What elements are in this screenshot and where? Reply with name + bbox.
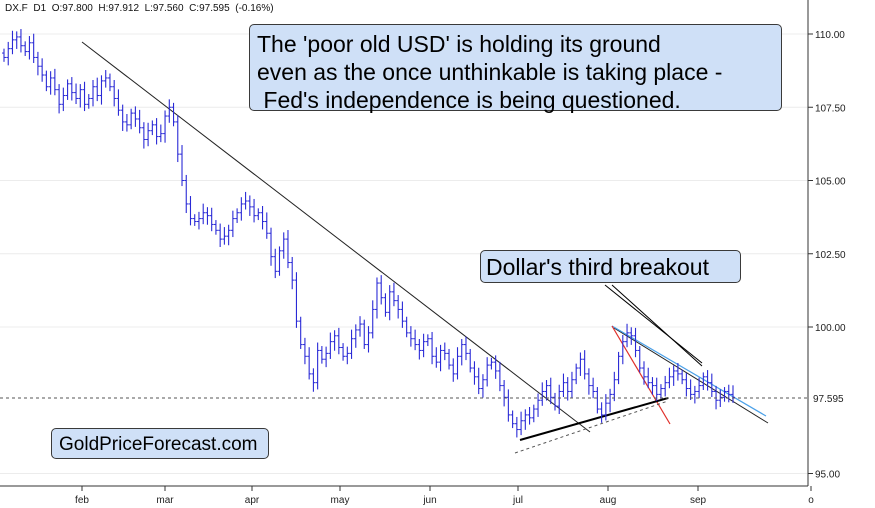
y-tick-label: 105.00 xyxy=(815,177,846,188)
callout-pointer-2 xyxy=(604,284,703,364)
headline-line-3: Fed's independence is being questioned. xyxy=(257,87,681,113)
major-downtrend-line xyxy=(81,41,591,433)
x-tick-label: feb xyxy=(75,495,89,506)
y-tick-label: 107.50 xyxy=(815,103,846,114)
x-tick-label: jun xyxy=(422,495,436,506)
brand-callout: GoldPriceForecast.com xyxy=(51,428,269,459)
close-value: C:97.595 xyxy=(189,3,230,14)
x-tick-label: aug xyxy=(600,495,617,506)
x-tick-label: sep xyxy=(690,495,707,506)
symbol: DX.F xyxy=(5,3,28,14)
y-tick-label: 100.00 xyxy=(815,323,846,334)
x-tick-label: mar xyxy=(156,495,174,506)
change-value: (-0.16%) xyxy=(235,3,274,14)
x-tick-label: may xyxy=(331,495,350,506)
headline-callout: The 'poor old USD' is holding its ground… xyxy=(249,24,782,113)
headline-line-1: The 'poor old USD' is holding its ground xyxy=(257,31,661,57)
last-price-label: 97.595 xyxy=(813,394,844,405)
minor-downtrend-line xyxy=(613,327,769,424)
dashed-support-line xyxy=(514,400,669,454)
x-tick-label: apr xyxy=(245,495,260,506)
last-price-marker xyxy=(810,391,850,405)
x-axis-ticks: feb mar apr may jun jul aug sep o xyxy=(75,486,814,506)
symbol-header: DX.F D1 O:97.800 H:97.912 L:97.560 C:97.… xyxy=(5,3,274,14)
x-tick-label: jul xyxy=(512,495,523,506)
candles xyxy=(2,29,735,438)
headline-line-2: even as the once unthinkable is taking p… xyxy=(257,59,723,85)
y-tick-label: 102.50 xyxy=(815,250,846,261)
callout-pointer-1 xyxy=(611,284,703,367)
open-value: O:97.800 xyxy=(51,3,93,14)
y-axis-ticks: 110.00 107.50 105.00 102.50 100.00 95.00 xyxy=(808,30,846,481)
y-tick-label: 110.00 xyxy=(815,30,845,41)
x-tick-label: o xyxy=(808,495,814,506)
timeframe: D1 xyxy=(33,3,47,14)
support-line xyxy=(519,397,669,441)
low-value: L:97.560 xyxy=(144,3,184,14)
y-tick-label: 95.00 xyxy=(815,470,840,481)
trendlines xyxy=(81,41,769,454)
high-value: H:97.912 xyxy=(98,3,140,14)
breakout-callout: Dollar's third breakout xyxy=(480,250,741,283)
blue-channel-line xyxy=(611,325,767,417)
red-trend-line xyxy=(611,325,671,425)
